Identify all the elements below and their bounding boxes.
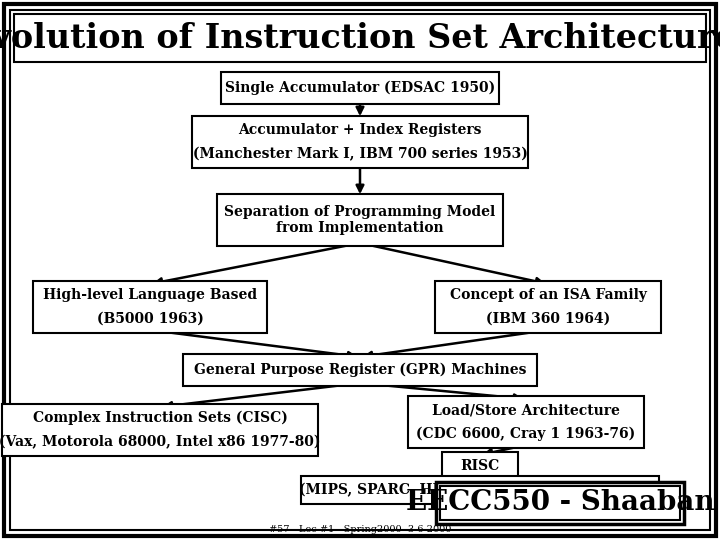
Bar <box>436 482 684 524</box>
Bar <box>442 452 518 480</box>
Bar <box>2 404 318 456</box>
Text: Single Accumulator (EDSAC 1950): Single Accumulator (EDSAC 1950) <box>225 81 495 95</box>
Bar <box>192 116 528 168</box>
Bar <box>435 281 661 333</box>
Text: Load/Store Architecture: Load/Store Architecture <box>432 403 620 417</box>
Text: Concept of an ISA Family: Concept of an ISA Family <box>449 288 647 302</box>
Bar <box>217 194 503 246</box>
Text: (CDC 6600, Cray 1 1963-76): (CDC 6600, Cray 1 1963-76) <box>416 427 636 441</box>
Text: (MIPS, SPARC, HP-PA, IBM RS6000, . . . 1987): (MIPS, SPARC, HP-PA, IBM RS6000, . . . 1… <box>300 483 661 497</box>
Text: (B5000 1963): (B5000 1963) <box>96 312 204 326</box>
Bar <box>444 490 684 524</box>
Bar <box>221 72 499 104</box>
Text: General Purpose Register (GPR) Machines: General Purpose Register (GPR) Machines <box>194 363 526 377</box>
Text: (Vax, Motorola 68000, Intel x86 1977-80): (Vax, Motorola 68000, Intel x86 1977-80) <box>0 435 320 449</box>
Bar <box>408 396 644 448</box>
Text: EECC550 - Shaaban: EECC550 - Shaaban <box>405 489 714 516</box>
Text: Separation of Programming Model
from Implementation: Separation of Programming Model from Imp… <box>225 205 495 235</box>
Text: Accumulator + Index Registers: Accumulator + Index Registers <box>238 123 482 137</box>
Text: (IBM 360 1964): (IBM 360 1964) <box>486 312 610 326</box>
Text: #57   Lec #1   Spring2000  3-6-2000: #57 Lec #1 Spring2000 3-6-2000 <box>269 525 451 535</box>
Text: High-level Language Based: High-level Language Based <box>43 288 257 302</box>
Bar <box>14 14 706 62</box>
Bar <box>440 486 680 520</box>
Bar <box>301 476 659 504</box>
Text: Complex Instruction Sets (CISC): Complex Instruction Sets (CISC) <box>32 411 287 425</box>
Text: Evolution of Instruction Set Architectures: Evolution of Instruction Set Architectur… <box>0 22 720 55</box>
Text: RISC: RISC <box>460 459 500 473</box>
Text: (Manchester Mark I, IBM 700 series 1953): (Manchester Mark I, IBM 700 series 1953) <box>192 147 528 161</box>
Bar <box>183 354 537 386</box>
Bar <box>33 281 267 333</box>
